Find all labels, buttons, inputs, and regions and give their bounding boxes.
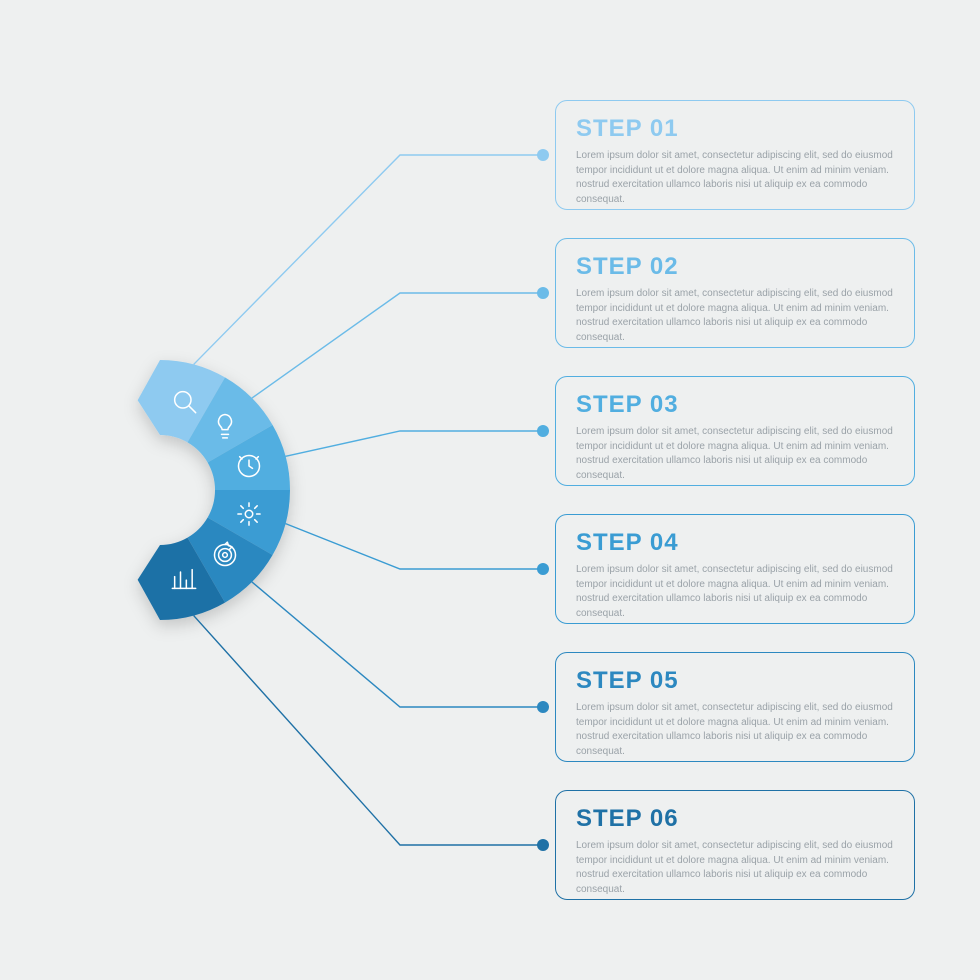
step-title: STEP 01 [576,115,894,143]
step-card-step-05: STEP 05 Lorem ipsum dolor sit amet, conse… [555,652,915,762]
step-body: Lorem ipsum dolor sit amet, consectetur … [576,149,894,207]
step-body: Lorem ipsum dolor sit amet, consectetur … [576,425,894,483]
connector-step-06 [194,616,543,845]
connector-dot-step-05 [537,701,549,713]
step-body: Lorem ipsum dolor sit amet, consectetur … [576,701,894,759]
connector-dot-step-02 [537,287,549,299]
step-title: STEP 04 [576,529,894,557]
step-card-step-02: STEP 02 Lorem ipsum dolor sit amet, conse… [555,238,915,348]
connector-step-01 [194,155,543,364]
connector-step-02 [252,293,543,398]
ring-tail-bottom [138,545,160,620]
step-title: STEP 05 [576,667,894,695]
connector-dot-step-04 [537,563,549,575]
step-card-step-01: STEP 01 Lorem ipsum dolor sit amet, conse… [555,100,915,210]
step-card-step-04: STEP 04 Lorem ipsum dolor sit amet, conse… [555,514,915,624]
step-title: STEP 03 [576,391,894,419]
connector-step-05 [252,582,543,707]
connector-step-04 [286,524,543,569]
connector-dot-step-03 [537,425,549,437]
half-ring [138,360,290,620]
step-title: STEP 06 [576,805,894,833]
step-body: Lorem ipsum dolor sit amet, consectetur … [576,287,894,345]
step-body: Lorem ipsum dolor sit amet, consectetur … [576,839,894,897]
step-card-step-03: STEP 03 Lorem ipsum dolor sit amet, conse… [555,376,915,486]
connector-dot-step-01 [537,149,549,161]
step-body: Lorem ipsum dolor sit amet, consectetur … [576,563,894,621]
ring-tail-top [138,360,160,435]
step-card-step-06: STEP 06 Lorem ipsum dolor sit amet, conse… [555,790,915,900]
step-title: STEP 02 [576,253,894,281]
connector-dot-step-06 [537,839,549,851]
connector-step-03 [286,431,543,456]
infographic-stage: STEP 01 Lorem ipsum dolor sit amet, conse… [0,0,980,980]
